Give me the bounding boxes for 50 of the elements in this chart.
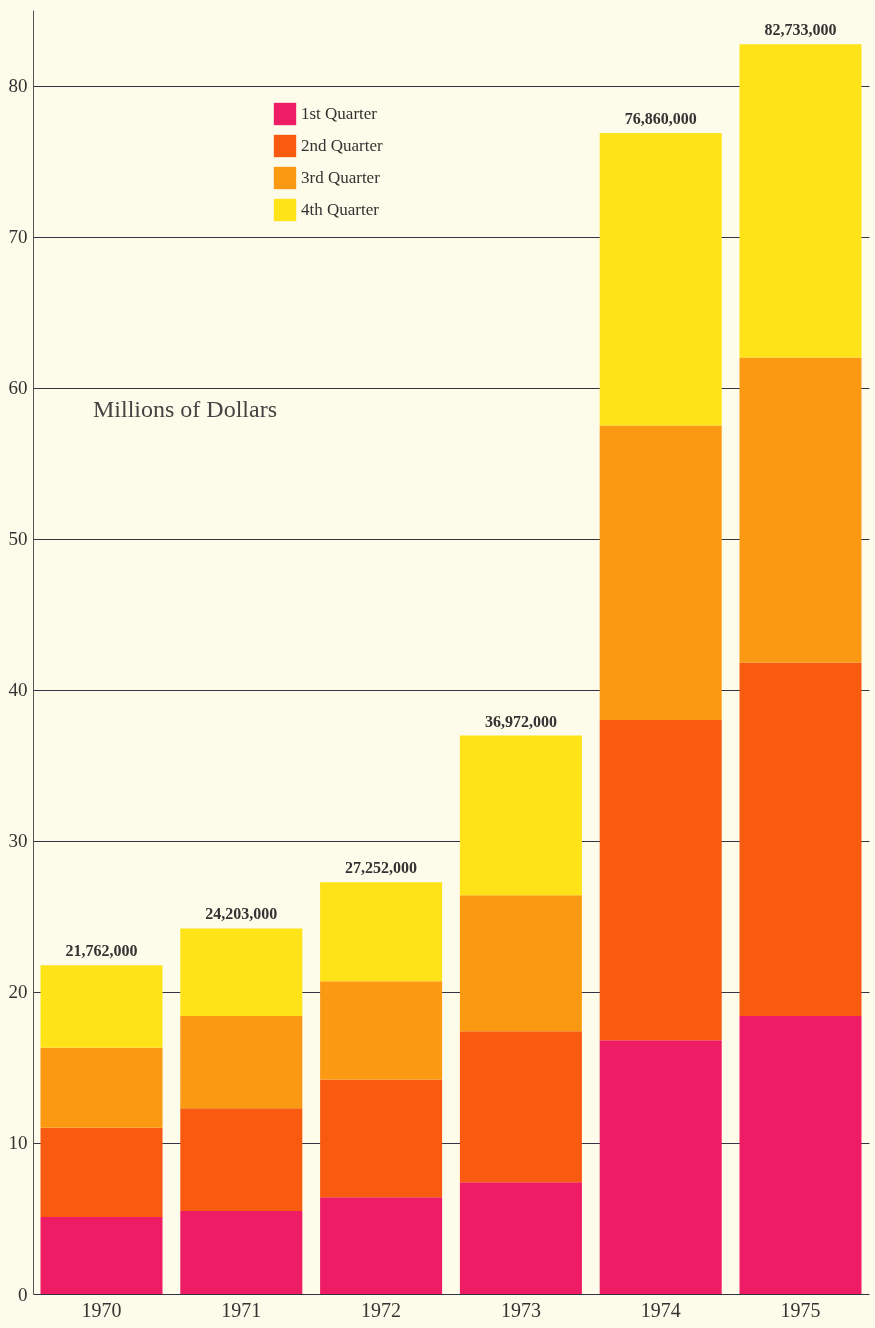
y-tick-label: 80 [8,75,28,97]
bar [40,1047,163,1128]
bar [599,1040,722,1294]
x-tick-label: 1975 [780,1298,821,1321]
bar [739,1016,862,1294]
bar [40,965,163,1048]
y-axis-title: Millions of Dollars [93,396,277,422]
annotation: 82,733,000 [764,21,837,39]
legend-label: 2nd Quarter [301,136,383,155]
y-tick-label: 60 [8,377,28,399]
bar [320,1197,443,1294]
bar [180,928,303,1017]
annotation: 24,203,000 [205,905,278,923]
bar [459,895,582,1032]
bar [739,662,862,1017]
y-tick-label: 0 [18,1283,28,1305]
annotation: 76,860,000 [624,109,697,127]
bar [320,1079,443,1198]
bar [459,735,582,896]
annotation: 27,252,000 [345,859,418,877]
y-tick-label: 70 [8,226,28,248]
bar [599,425,722,720]
legend-label: 4th Quarter [301,200,380,219]
bar [739,44,862,358]
bar [40,1127,163,1217]
x-tick-label: 1972 [361,1298,402,1321]
bar [180,1016,303,1109]
annotation: 21,762,000 [65,942,138,960]
y-tick-label: 50 [8,528,28,550]
bar [320,882,443,982]
y-tick-label: 30 [8,830,28,852]
bar [599,719,722,1041]
bar [459,1182,582,1294]
legend-label: 1st Quarter [301,104,378,123]
x-tick-label: 1973 [500,1298,541,1321]
bar [40,1216,163,1294]
legend-label: 3rd Quarter [301,168,381,187]
bar [459,1031,582,1183]
bar [180,1108,303,1211]
y-tick-label: 40 [8,679,28,701]
bar [739,357,862,663]
bar [180,1210,303,1294]
x-tick-label: 1974 [640,1298,681,1321]
y-tick-label: 10 [8,1132,28,1154]
annotation: 36,972,000 [484,712,557,730]
x-tick-label: 1971 [221,1298,262,1321]
x-tick-label: 1970 [81,1298,122,1321]
bar [320,981,443,1080]
y-tick-label: 20 [8,981,28,1003]
bar [599,132,722,426]
